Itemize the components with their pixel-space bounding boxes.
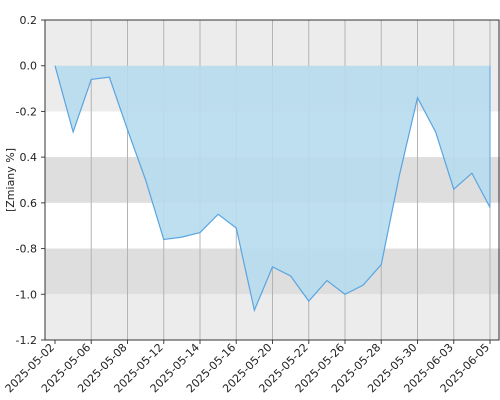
y-tick-label: -0.8 (16, 243, 37, 256)
y-tick-label: 0.0 (20, 60, 38, 73)
y-tick-label: -1.0 (16, 288, 37, 301)
y-tick-label: 0.6 (20, 197, 38, 210)
line (54, 65, 491, 313)
y-tick-label: 0.2 (20, 14, 38, 27)
y-tick-label: -1.2 (16, 334, 37, 347)
y-tick-label: 0.4 (20, 151, 38, 164)
area-fill (55, 65, 490, 311)
y-tick-label: -0.2 (16, 105, 37, 118)
plot-frame (44, 19, 500, 341)
y-axis-label: [Zmiany %] (4, 148, 17, 212)
